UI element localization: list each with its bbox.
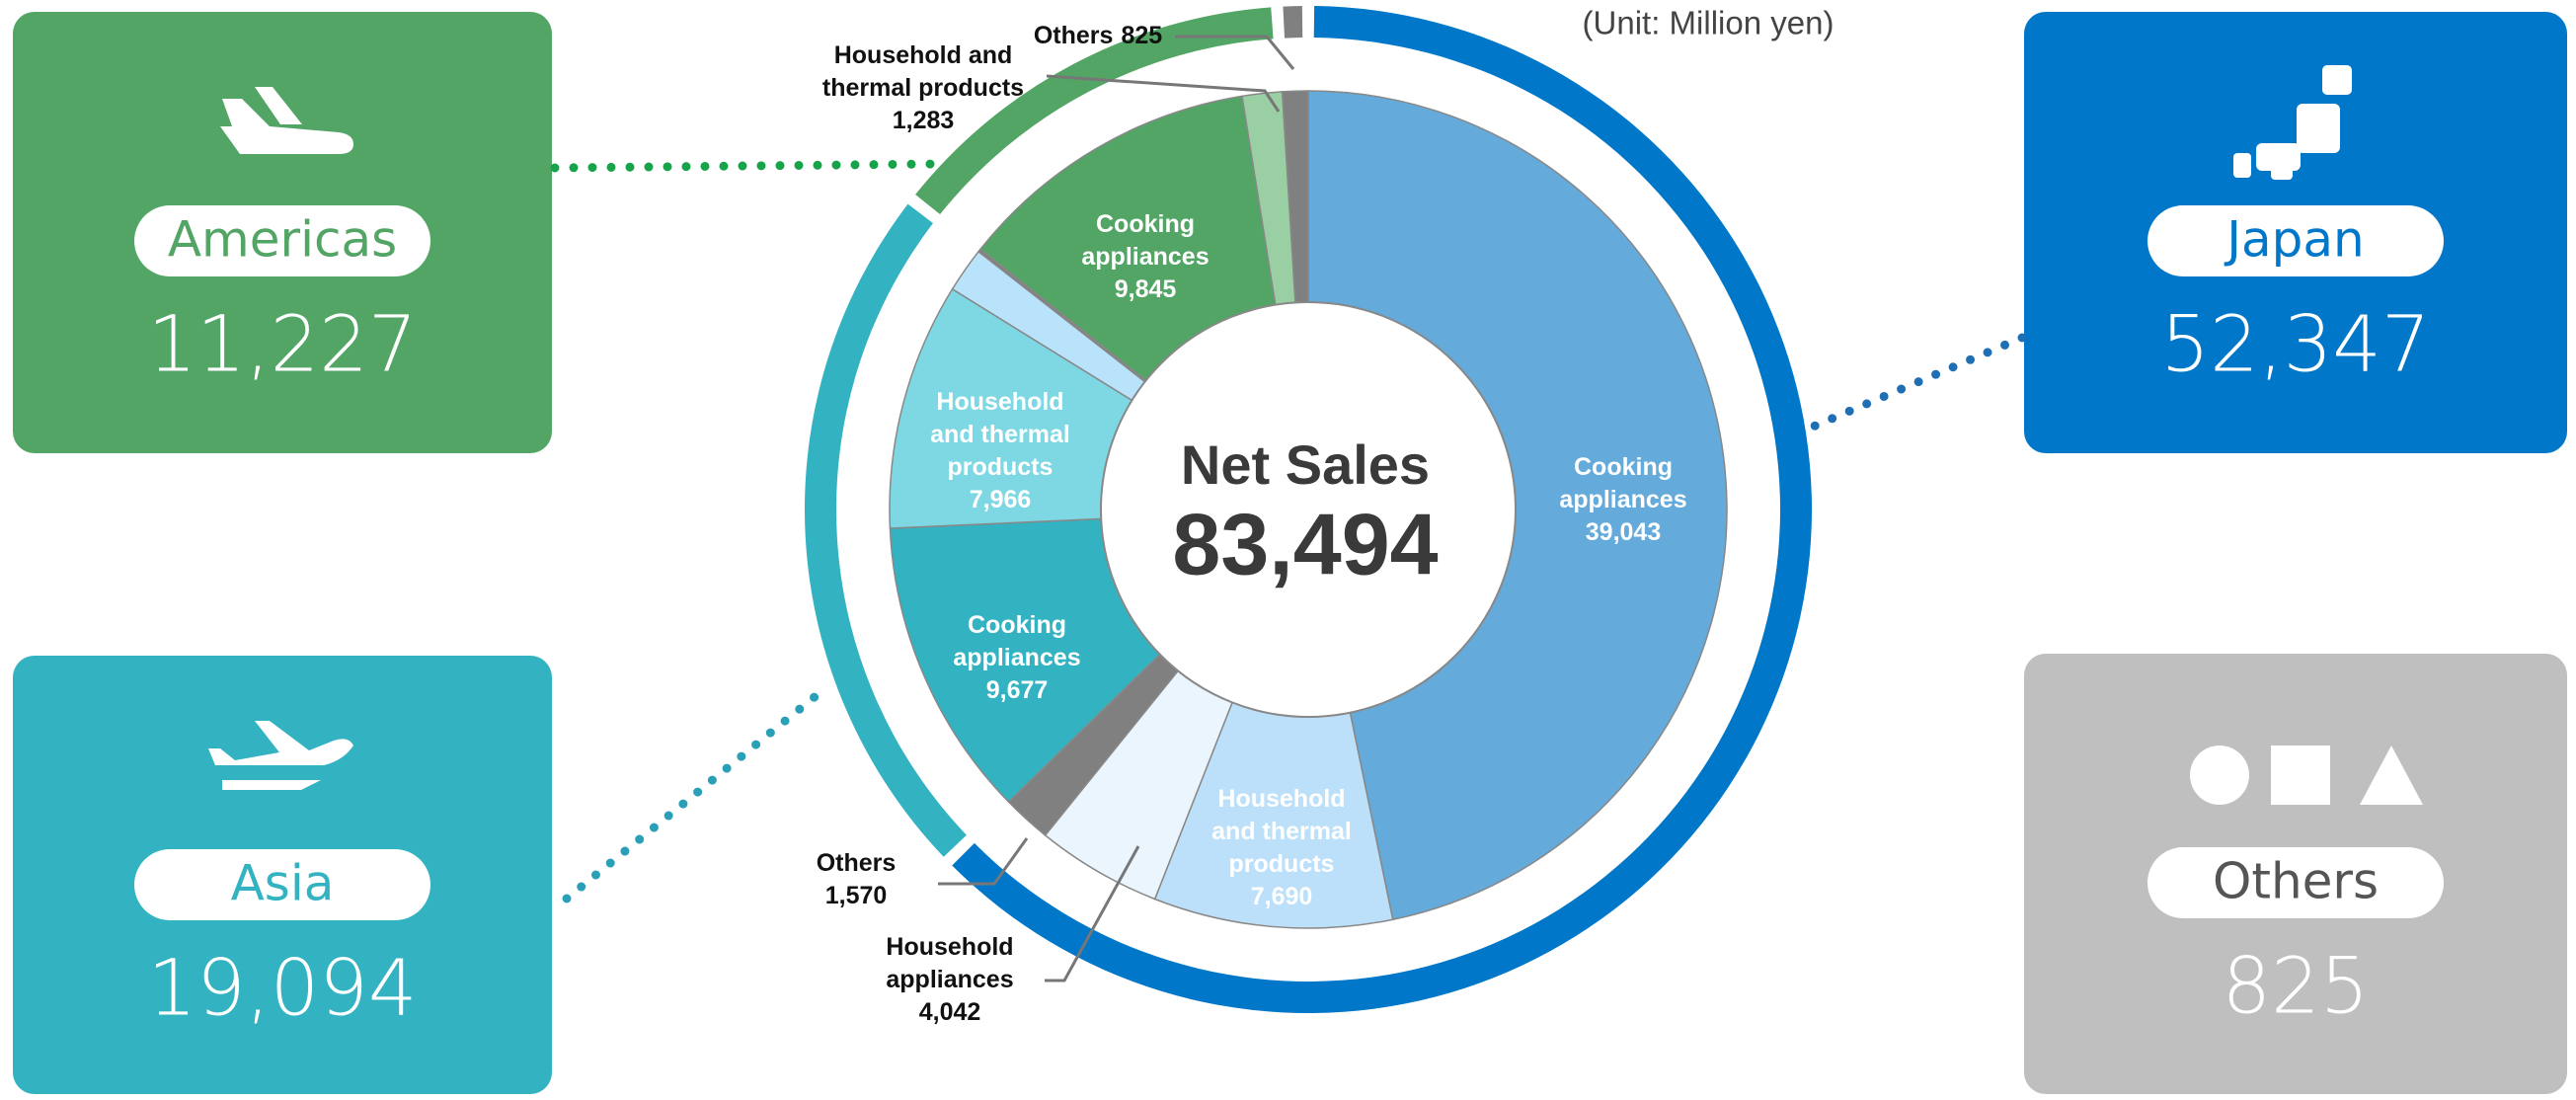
region-pill: [2147, 847, 2444, 918]
segment-value: 7,690: [1251, 883, 1313, 910]
connectors: [550, 159, 2027, 904]
region-name: Americas: [168, 211, 397, 269]
icon-shapes: [2190, 746, 2423, 805]
icon-japan: [2233, 65, 2352, 180]
segment-name: and thermal: [930, 421, 1070, 448]
segment-name: appliances: [886, 966, 1013, 993]
segment-name: Household and: [834, 41, 1013, 69]
segment-value: 1,570: [825, 882, 888, 909]
segment-value: 9,677: [986, 676, 1049, 704]
outer-segment: [1283, 6, 1303, 39]
icons: [208, 65, 2423, 805]
segment-name: appliances: [953, 644, 1080, 671]
rings: [805, 6, 1813, 1013]
leader-line: [1046, 74, 1281, 113]
segment-name: and thermal: [1211, 818, 1352, 845]
segment-value: 39,043: [1586, 518, 1661, 546]
icon-plane: [220, 87, 353, 154]
segment-name: products: [948, 453, 1054, 481]
leader-line: [1045, 845, 1140, 982]
region-value: 52,347: [2161, 301, 2431, 390]
outer-segment: [952, 6, 1813, 1013]
segment-value: 1,283: [893, 107, 955, 134]
leader-line: [938, 837, 1029, 886]
segment-name: Household: [886, 933, 1013, 961]
segment-value: 4,042: [919, 998, 981, 1026]
region-name: Asia: [231, 855, 335, 912]
segment-name: Others: [817, 849, 897, 877]
center-circle: [1100, 301, 1517, 718]
segment-label: Cooking appliances 9,845: [1081, 210, 1209, 303]
segment-label: Household and thermal products 7,690: [1211, 785, 1352, 910]
segment-name: Cooking: [968, 611, 1066, 639]
center-total: 83,494: [1172, 495, 1438, 592]
segment-label: Household appliances 4,042: [886, 933, 1013, 1026]
segment-label: Others 825: [1034, 22, 1162, 49]
segment-name: Cooking: [1096, 210, 1195, 238]
segment-label: Household and thermal products 7,966: [930, 388, 1070, 513]
center-title: Net Sales: [1181, 433, 1430, 496]
region-value: 11,227: [148, 301, 418, 390]
labels: Cooking appliances 39,043 Household and ther…: [817, 22, 1687, 1026]
segment-name: Others: [1034, 22, 1114, 49]
region-name: Japan: [2224, 211, 2364, 269]
icon-plane: [208, 721, 353, 790]
segment-name: appliances: [1081, 243, 1209, 271]
segment-name: products: [1229, 850, 1335, 878]
region-pill: [134, 849, 430, 920]
segment-name: Household: [936, 388, 1063, 416]
outer-segment: [805, 203, 967, 857]
segment-value: 825: [1121, 22, 1162, 49]
unit-label: (Unit: Million yen): [1583, 5, 1834, 41]
segment-name: appliances: [1559, 486, 1686, 513]
segment-name: Cooking: [1574, 453, 1673, 481]
region-name: Others: [2213, 853, 2379, 910]
dotted-connector: [562, 682, 831, 904]
segment-name: thermal products: [822, 74, 1024, 102]
outer-segment: [915, 7, 1274, 215]
segment-value: 9,845: [1115, 275, 1177, 303]
segment-label: Others 1,570: [817, 849, 897, 909]
segment-name: Household: [1217, 785, 1345, 813]
segment-value: 7,966: [970, 486, 1032, 513]
region-pill: [2147, 205, 2444, 276]
dotted-connector: [550, 159, 945, 173]
region-pill: [134, 205, 430, 276]
segment-label: Cooking appliances 39,043: [1559, 453, 1686, 546]
dotted-connector: [1799, 333, 2027, 435]
region-value: 825: [2223, 943, 2370, 1032]
segment-label: Household and thermal products 1,283: [822, 41, 1024, 134]
region-boxes: Japan 52,347 Asia 19,094 Americas 11,227 Other…: [13, 12, 2567, 1094]
region-value: 19,094: [148, 945, 418, 1034]
segment-label: Cooking appliances 9,677: [953, 611, 1080, 704]
leader-line: [1175, 35, 1295, 70]
